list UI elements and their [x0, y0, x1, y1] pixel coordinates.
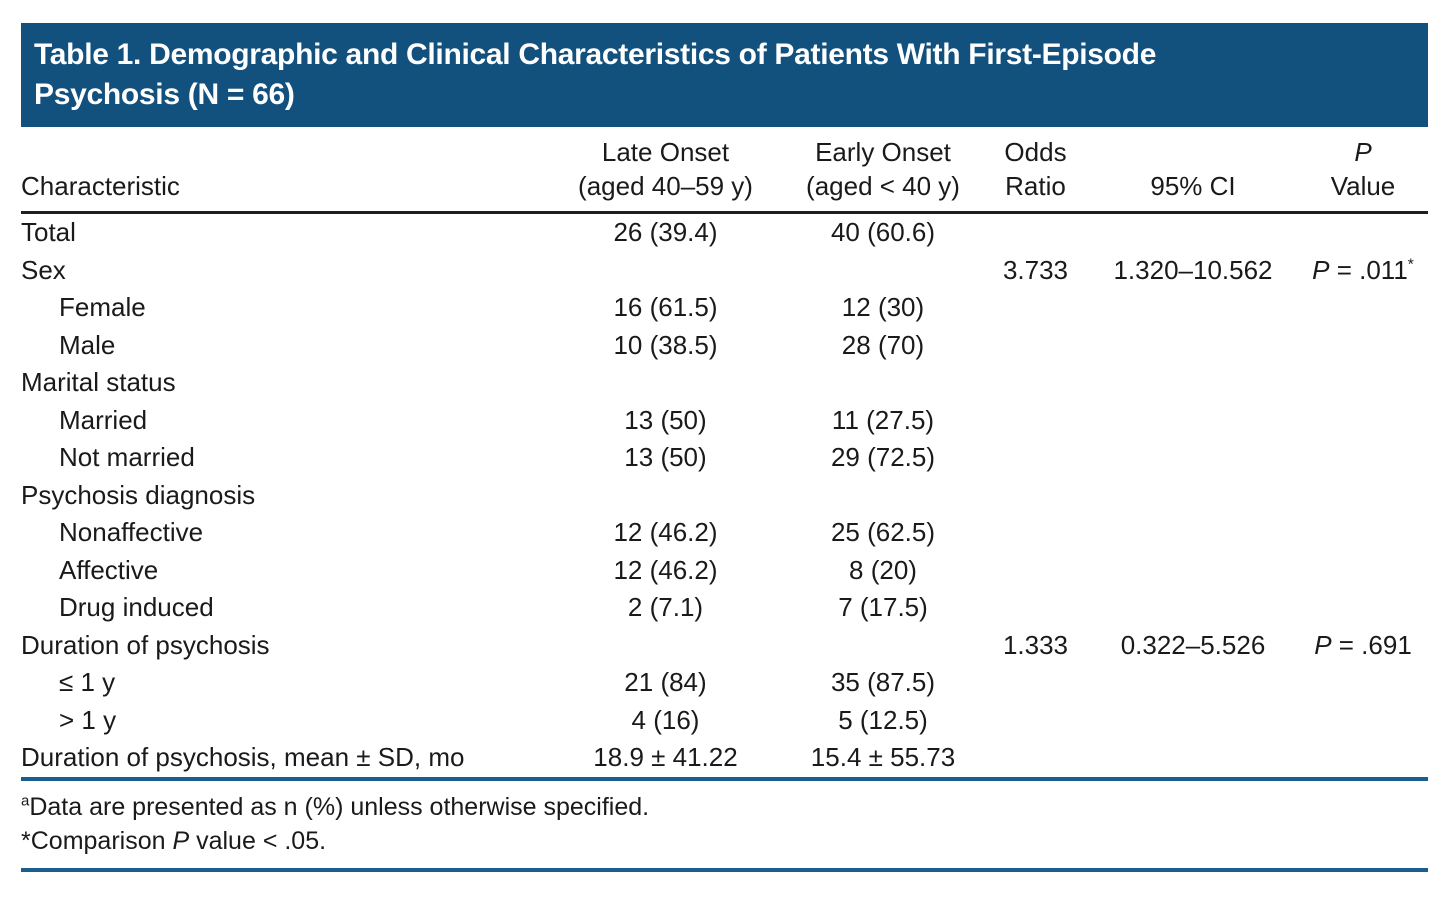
- row-label: Duration of psychosis: [21, 629, 270, 660]
- odds-ratio-value: 1.333: [1002, 629, 1069, 660]
- late-onset-value: 12 (46.2): [613, 517, 718, 548]
- footnote-asterisk: *Comparison P value < .05.: [21, 826, 327, 855]
- early-onset-value: 28 (70): [841, 329, 925, 360]
- ci-value: 1.320–10.562: [1113, 254, 1273, 285]
- footnote-p-symbol: P: [172, 826, 190, 855]
- early-onset-value: 11 (27.5): [831, 404, 935, 435]
- footnote-a: aData are presented as n (%) unless othe…: [21, 790, 1428, 824]
- early-onset-value: 35 (87.5): [830, 667, 936, 698]
- table-row: Sex 3.733 1.320–10.562 P = .011*: [21, 252, 1428, 290]
- column-header-early-onset: Early Onset (aged < 40 y): [806, 137, 960, 201]
- footnote-asterisk-marker: *: [21, 826, 31, 855]
- late-onset-value: 18.9 ± 41.22: [593, 742, 738, 773]
- table-row: ≤ 1 y 21 (84) 35 (87.5): [21, 664, 1428, 702]
- early-onset-value: 15.4 ± 55.73: [810, 742, 956, 773]
- row-label: Total: [21, 217, 76, 248]
- table-row: Not married 13 (50) 29 (72.5): [21, 439, 1428, 477]
- column-header-odds-ratio: Odds Ratio: [1004, 137, 1067, 201]
- early-onset-value: 12 (30): [841, 292, 925, 323]
- late-onset-value: 21 (84): [624, 667, 707, 698]
- header-rule: [21, 211, 1428, 214]
- late-onset-value: 13 (50): [624, 404, 707, 435]
- row-label: Married: [59, 404, 148, 435]
- row-label: Nonaffective: [59, 517, 204, 548]
- row-label: Sex: [21, 254, 66, 285]
- table-row: > 1 y 4 (16) 5 (12.5): [21, 702, 1428, 740]
- table-row: Marital status: [21, 364, 1428, 402]
- footer-rule: [21, 867, 1428, 872]
- p-value: P = .011*: [1312, 254, 1414, 285]
- table-row: Drug induced 2 (7.1) 7 (17.5): [21, 589, 1428, 627]
- table-row: Affective 12 (46.2) 8 (20): [21, 552, 1428, 590]
- table-title-line2: Psychosis (N = 66): [34, 78, 295, 111]
- table-row: Nonaffective 12 (46.2) 25 (62.5): [21, 514, 1428, 552]
- column-header-late-onset: Late Onset (aged 40–59 y): [578, 137, 753, 201]
- table-bottom-rule: [21, 776, 1428, 781]
- early-onset-value: 8 (20): [849, 554, 917, 585]
- footnote-a-marker: a: [21, 792, 30, 810]
- early-onset-value: 29 (72.5): [830, 442, 936, 473]
- late-onset-value: 13 (50): [624, 442, 707, 473]
- table-row: Duration of psychosis, mean ± SD, mo 18.9…: [21, 739, 1428, 777]
- row-label: Duration of psychosis, mean ± SD, mo: [21, 742, 465, 773]
- table-row: Male 10 (38.5) 28 (70): [21, 327, 1428, 365]
- table-header-row: Characteristic Late Onset (aged 40–59 y)…: [21, 127, 1428, 211]
- late-onset-value: 12 (46.2): [613, 554, 718, 585]
- odds-ratio-value: 3.733: [1002, 254, 1069, 285]
- footnotes: aData are presented as n (%) unless othe…: [21, 781, 1428, 868]
- table-row: Psychosis diagnosis: [21, 477, 1428, 515]
- table-row: Married 13 (50) 11 (27.5): [21, 402, 1428, 440]
- early-onset-value: 25 (62.5): [830, 517, 936, 548]
- row-label: Female: [59, 292, 146, 323]
- early-onset-value: 7 (17.5): [838, 592, 928, 623]
- late-onset-value: 16 (61.5): [613, 292, 718, 323]
- late-onset-value: 4 (16): [631, 704, 700, 735]
- early-onset-value: 5 (12.5): [838, 704, 928, 735]
- table-row: Total 26 (39.4) 40 (60.6): [21, 214, 1428, 252]
- p-value: P = .691: [1314, 629, 1412, 660]
- early-onset-value: 40 (60.6): [830, 217, 936, 248]
- row-label: Male: [59, 329, 116, 360]
- row-label: Affective: [59, 554, 159, 585]
- table-title: Table 1. Demographic and Clinical Charac…: [34, 35, 1414, 115]
- column-header-characteristic: Characteristic: [21, 171, 180, 201]
- row-label: ≤ 1 y: [59, 667, 116, 698]
- table-body: Total 26 (39.4) 40 (60.6) Sex 3.733 1.320–10.…: [21, 214, 1428, 777]
- late-onset-value: 2 (7.1): [627, 592, 704, 623]
- column-header-p-value: P Value: [1330, 137, 1396, 201]
- row-label: Drug induced: [59, 592, 214, 623]
- column-header-95-ci: 95% CI: [1150, 171, 1236, 201]
- row-label: > 1 y: [59, 704, 117, 735]
- table-1: Table 1. Demographic and Clinical Charac…: [21, 23, 1428, 872]
- table-row: Duration of psychosis 1.333 0.322–5.526 P =…: [21, 627, 1428, 665]
- footnote-a-text: Data are presented as n (%) unless other…: [29, 792, 650, 821]
- late-onset-value: 26 (39.4): [613, 217, 718, 248]
- table-row: Female 16 (61.5) 12 (30): [21, 289, 1428, 327]
- row-label: Marital status: [21, 367, 176, 398]
- table-title-bar: Table 1. Demographic and Clinical Charac…: [21, 23, 1428, 127]
- row-label: Not married: [59, 442, 195, 473]
- row-label: Psychosis diagnosis: [21, 479, 256, 510]
- ci-value: 0.322–5.526: [1120, 629, 1266, 660]
- late-onset-value: 10 (38.5): [613, 329, 718, 360]
- table-title-line1: Table 1. Demographic and Clinical Charac…: [34, 38, 1157, 71]
